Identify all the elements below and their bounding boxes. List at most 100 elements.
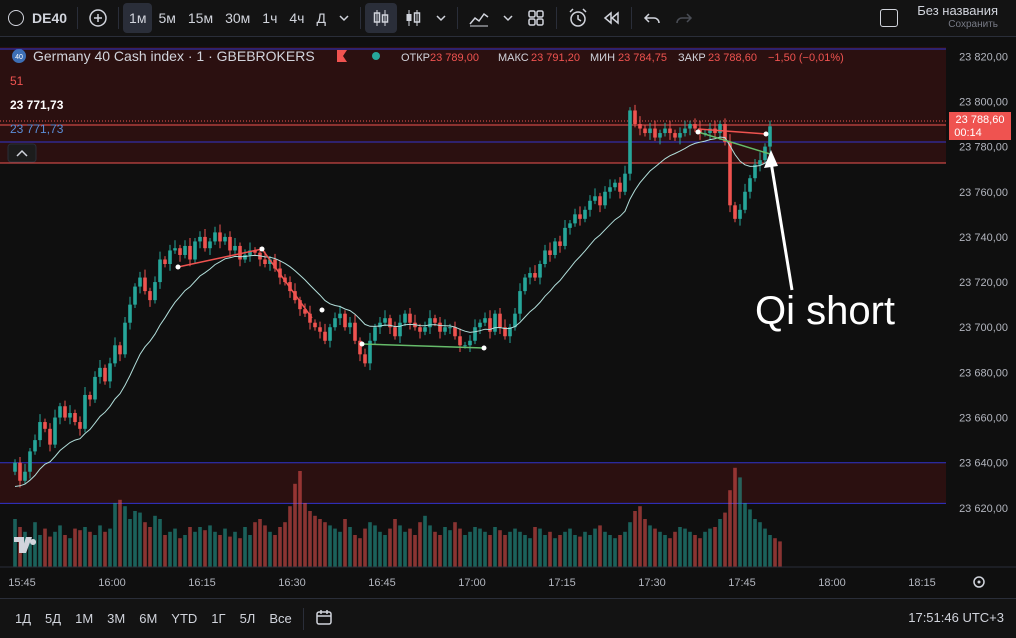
chart-canvas[interactable]: Qi short 23 820,00 23 800,00 23 780,00 23 7… bbox=[0, 37, 1016, 598]
tradingview-logo bbox=[14, 537, 37, 553]
interval-1m[interactable]: 1м bbox=[123, 3, 153, 33]
drawing-anchor[interactable] bbox=[359, 341, 365, 347]
bars-chart-type-button[interactable] bbox=[397, 0, 429, 36]
time-tick-label: 17:45 bbox=[728, 577, 756, 589]
range-3m[interactable]: 3М bbox=[107, 611, 126, 626]
indicators-button[interactable] bbox=[462, 0, 496, 36]
candle-body bbox=[218, 232, 222, 242]
volume-bar bbox=[203, 530, 207, 567]
candle-body bbox=[458, 336, 462, 346]
chart-type-dropdown[interactable] bbox=[429, 0, 453, 36]
candle-body bbox=[673, 133, 677, 138]
range-ytd[interactable]: YTD bbox=[171, 611, 198, 626]
volume-bar bbox=[28, 538, 32, 567]
templates-button[interactable] bbox=[520, 0, 552, 36]
trend-line[interactable] bbox=[697, 131, 771, 155]
candle-body bbox=[53, 417, 57, 445]
candle-body bbox=[28, 451, 32, 472]
time-axis[interactable] bbox=[0, 567, 1016, 598]
volume-series bbox=[13, 467, 782, 567]
last-price-value: 23 788,60 bbox=[956, 114, 1005, 126]
volume-bar bbox=[358, 538, 362, 567]
candle-body bbox=[313, 322, 317, 328]
drawing-anchor[interactable] bbox=[481, 345, 487, 351]
interval-d[interactable]: Д bbox=[316, 10, 326, 26]
flag-icon[interactable] bbox=[337, 50, 347, 62]
drawing-anchor[interactable] bbox=[695, 129, 701, 135]
volume-bar bbox=[598, 525, 602, 567]
interval-dropdown[interactable] bbox=[332, 0, 356, 36]
range-5d[interactable]: 5Д bbox=[45, 611, 62, 626]
axis-settings-icon[interactable] bbox=[973, 576, 985, 588]
redo-button[interactable] bbox=[668, 0, 700, 36]
volume-bar bbox=[223, 528, 227, 567]
alert-button[interactable] bbox=[561, 0, 595, 36]
range-1m[interactable]: 1М bbox=[75, 611, 94, 626]
collapse-legend-button[interactable] bbox=[7, 143, 37, 163]
range-1d[interactable]: 1Д bbox=[15, 611, 32, 626]
interval-30m[interactable]: 30м bbox=[225, 10, 251, 26]
layout-status: Сохранить bbox=[948, 19, 998, 30]
interval-5m[interactable]: 5м bbox=[158, 10, 176, 26]
replay-button[interactable] bbox=[595, 0, 627, 36]
trend-line[interactable] bbox=[361, 343, 485, 349]
date-range-button[interactable] bbox=[308, 608, 340, 629]
annotation-text[interactable]: Qi short bbox=[755, 289, 895, 333]
volume-bar bbox=[148, 527, 152, 567]
candles-chart-type-button[interactable] bbox=[364, 3, 397, 33]
volume-bar bbox=[363, 528, 367, 567]
volume-bar bbox=[403, 531, 407, 567]
interval-1h[interactable]: 1ч bbox=[262, 10, 278, 26]
drawing-anchor[interactable] bbox=[319, 307, 325, 313]
range-5y[interactable]: 5Л bbox=[239, 611, 256, 626]
volume-bar bbox=[653, 528, 657, 567]
candle-body bbox=[103, 367, 107, 382]
interval-15m[interactable]: 15м bbox=[187, 10, 214, 26]
layout-name-button[interactable]: Без названия Сохранить bbox=[917, 4, 998, 32]
volume-bar bbox=[213, 531, 217, 567]
drawing-anchor[interactable] bbox=[175, 264, 181, 270]
trend-line[interactable] bbox=[261, 248, 313, 319]
drawing-anchor[interactable] bbox=[763, 131, 769, 137]
volume-bar bbox=[603, 531, 607, 567]
candle-body bbox=[403, 313, 407, 323]
undo-button[interactable] bbox=[636, 0, 668, 36]
volume-bar bbox=[658, 531, 662, 567]
range-all[interactable]: Все bbox=[269, 611, 292, 626]
volume-bar bbox=[418, 522, 422, 567]
trend-line[interactable] bbox=[697, 128, 767, 135]
volume-bar bbox=[183, 535, 187, 567]
legend: 40 Germany 40 Cash index · 1 · GBEBROKER… bbox=[7, 48, 844, 163]
interval-4h[interactable]: 4ч bbox=[289, 10, 305, 26]
candle-body bbox=[388, 318, 392, 328]
volume-bar bbox=[748, 509, 752, 567]
volume-bar bbox=[628, 522, 632, 567]
trend-line[interactable] bbox=[177, 248, 263, 268]
range-6m[interactable]: 6М bbox=[139, 611, 158, 626]
symbol-search-button[interactable]: DE40 bbox=[0, 0, 73, 36]
add-compare-button[interactable] bbox=[82, 0, 114, 36]
drawing-anchor[interactable] bbox=[259, 246, 265, 252]
indicators-dropdown[interactable] bbox=[496, 0, 520, 36]
legend-title[interactable]: Germany 40 Cash index · 1 · GBEBROKERS bbox=[33, 48, 315, 64]
annotation-arrow[interactable] bbox=[769, 161, 794, 291]
candle-body bbox=[428, 318, 432, 328]
volume-bar bbox=[473, 527, 477, 567]
candle-body bbox=[353, 322, 357, 341]
candle-body bbox=[333, 318, 337, 328]
range-1y[interactable]: 1Г bbox=[211, 611, 226, 626]
candle-body bbox=[433, 318, 437, 323]
candle-body bbox=[328, 327, 332, 341]
volume-bar bbox=[693, 535, 697, 567]
layout-checkbox[interactable] bbox=[880, 9, 898, 27]
candle-body bbox=[393, 327, 397, 337]
volume-bar bbox=[353, 535, 357, 567]
candle-body bbox=[193, 241, 197, 260]
volume-bar bbox=[493, 527, 497, 567]
clock-timezone[interactable]: 17:51:46 UTC+3 bbox=[908, 610, 1004, 625]
candle-body bbox=[588, 200, 592, 210]
chevron-down-icon bbox=[339, 15, 349, 22]
volume-bar bbox=[463, 535, 467, 567]
chevron-down-icon bbox=[503, 15, 513, 22]
volume-bar bbox=[743, 503, 747, 567]
